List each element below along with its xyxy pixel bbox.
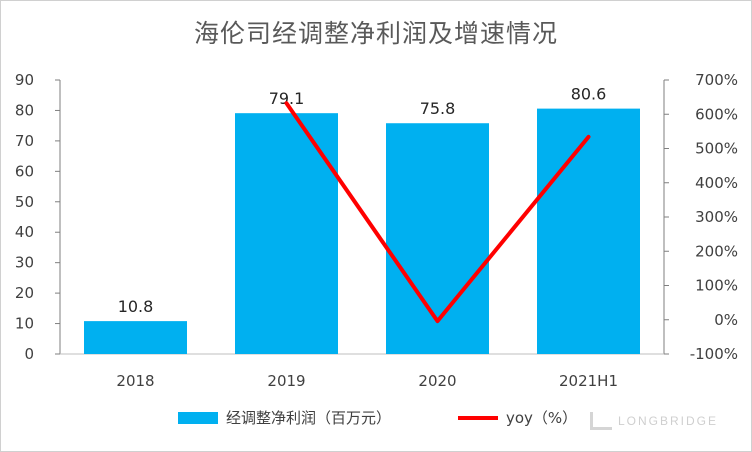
data-labels: 10.8 79.1 75.8 80.6: [118, 85, 607, 317]
bar-data-label: 10.8: [118, 297, 154, 316]
brand-logo-icon: [590, 412, 612, 430]
y-left-tick-label: 60: [15, 162, 34, 180]
chart-legend: 经调整净利润（百万元） yoy（%）: [0, 405, 752, 431]
y-left-tick-label: 10: [15, 315, 34, 333]
yoy-line: [284, 101, 591, 324]
bar: [235, 113, 338, 354]
legend-line-label: yoy（%）: [506, 409, 578, 427]
x-tick-label: 2021H1: [559, 372, 618, 390]
brand-watermark: LONGBRIDGE: [590, 412, 718, 430]
legend-bar-swatch: [178, 411, 218, 424]
chart-title: 海伦司经调整净利润及增速情况: [193, 19, 558, 48]
y-left-tick-label: 70: [15, 132, 34, 150]
y-right-tick-label: 300%: [695, 208, 738, 226]
y-right-tick-label: 500%: [695, 140, 738, 158]
y-right-tick-label: 100%: [695, 277, 738, 295]
legend-line-swatch: [458, 415, 498, 420]
y-left-tick-label: 90: [15, 71, 34, 89]
y-left-tick-label: 0: [24, 345, 34, 363]
legend-bar-label: 经调整净利润（百万元）: [226, 409, 392, 427]
y-right-tick-label: 400%: [695, 174, 738, 192]
x-tick-label: 2018: [116, 372, 154, 390]
y-left-tick-label: 30: [15, 254, 34, 272]
bar-data-label: 79.1: [269, 89, 305, 108]
bar: [386, 123, 489, 354]
bar-data-label: 80.6: [571, 85, 607, 104]
yoy-line-series: [284, 101, 591, 324]
y-right-tick-label: -100%: [690, 345, 738, 363]
y-left-tick-label: 80: [15, 101, 34, 119]
brand-text: LONGBRIDGE: [618, 414, 719, 428]
y-left-tick-label: 40: [15, 223, 34, 241]
y-left-tick-label: 50: [15, 193, 34, 211]
y-right-tick-label: 700%: [695, 71, 738, 89]
bar: [84, 321, 187, 354]
legend-item-bar: 经调整净利润（百万元）: [178, 407, 391, 428]
y-left-tick-label: 20: [15, 284, 34, 302]
bar-data-label: 75.8: [420, 99, 456, 118]
legend-item-line: yoy（%）: [458, 407, 577, 428]
x-tick-label: 2019: [267, 372, 305, 390]
y-right-tick-label: 200%: [695, 242, 738, 260]
bar: [537, 108, 640, 355]
bar-series: [84, 108, 640, 355]
x-tick-label: 2020: [418, 372, 456, 390]
y-right-tick-label: 600%: [695, 105, 738, 123]
y-right-tick-label: 0%: [714, 311, 738, 329]
